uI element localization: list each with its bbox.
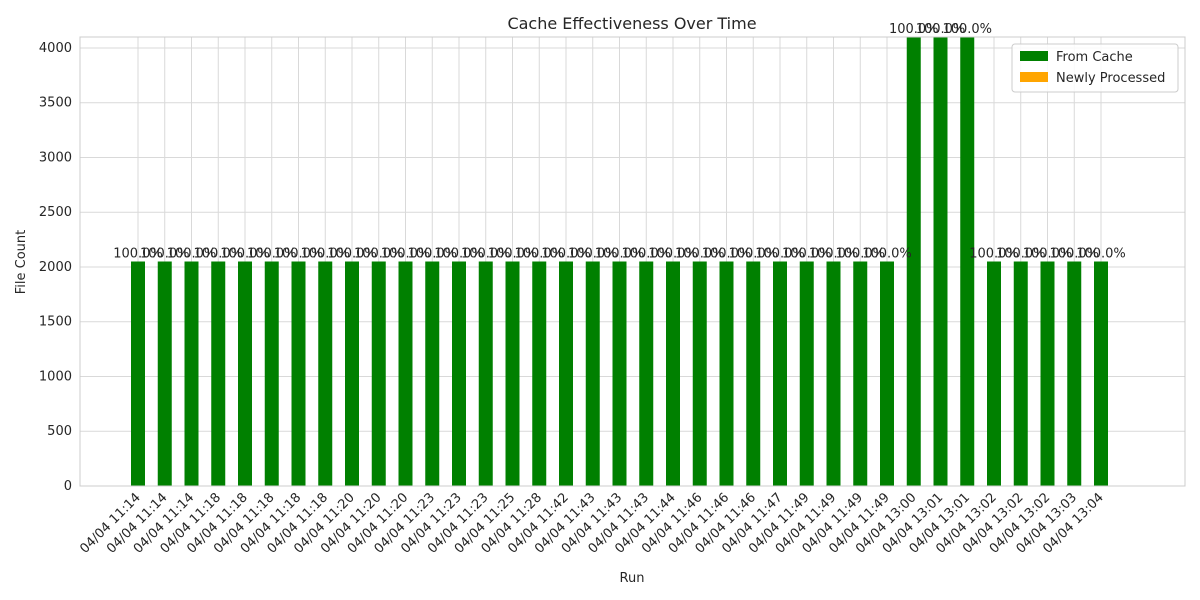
bar-data-label: 100.0% (595, 247, 645, 262)
x-axis-label: Run (620, 571, 645, 586)
bar-from-cache (291, 261, 306, 486)
bar-from-cache (719, 261, 734, 486)
bar-from-cache (131, 261, 145, 486)
bar-from-cache (425, 261, 440, 486)
bar-data-label: 100.0% (488, 247, 538, 262)
y-tick-label: 0 (64, 479, 72, 494)
bar-from-cache (1094, 261, 1108, 486)
bar-data-label: 100.0% (809, 247, 859, 262)
bar-data-label: 100.0% (407, 247, 457, 262)
y-tick-label: 2000 (39, 260, 72, 275)
bar-data-label: 100.0% (1023, 247, 1073, 262)
bar-from-cache (746, 261, 761, 486)
bar-data-label: 100.0% (247, 247, 297, 262)
bar-from-cache (238, 261, 252, 486)
bar-from-cache (773, 261, 787, 486)
legend-swatch-from-cache (1020, 51, 1048, 61)
plot-frame (79, 36, 1186, 487)
bar-from-cache (264, 261, 279, 486)
bar-from-cache (639, 261, 654, 486)
bar-data-label: 100.0% (327, 247, 377, 262)
y-tick-label: 1000 (39, 369, 72, 384)
bar-data-label: 100.0% (916, 22, 966, 37)
bar-from-cache (692, 261, 707, 486)
legend-box (1011, 43, 1179, 93)
bar-data-label: 100.0% (193, 247, 243, 262)
bar-from-cache (211, 261, 226, 486)
bar-data-label: 100.0% (300, 247, 350, 262)
bar-from-cache (987, 261, 1001, 486)
bar-from-cache (478, 261, 493, 486)
legend-label-newly-processed: Newly Processed (1056, 71, 1165, 86)
bar-from-cache (398, 261, 413, 486)
legend: From Cache Newly Processed (1011, 43, 1179, 93)
bar-from-cache (826, 261, 841, 486)
y-tick-label: 500 (47, 424, 72, 439)
bar-from-cache (880, 261, 894, 486)
legend-swatch-newly-processed (1020, 72, 1048, 82)
y-axis-ticks: 0 500 1000 1500 2000 2500 3000 3500 4000 (39, 41, 72, 494)
bar-from-cache (933, 37, 948, 486)
bar-from-cache (799, 261, 814, 486)
y-axis-label: File Count (14, 230, 29, 295)
bar-data-label: 100.0% (354, 247, 404, 262)
bar-from-cache (960, 37, 975, 486)
bar-data-label: 100.0% (541, 247, 591, 262)
bar-data-label: 100.0% (167, 247, 217, 262)
bar-from-cache (853, 261, 868, 486)
bar-data-label: 100.0% (1049, 247, 1099, 262)
bar-data-label: 100.0% (728, 247, 778, 262)
y-tick-label: 2500 (39, 205, 72, 220)
bar-from-cache (157, 261, 172, 486)
bar-from-cache (612, 261, 627, 486)
bar-data-label: 100.0% (1076, 247, 1126, 262)
bar-data-label: 100.0% (381, 247, 431, 262)
bar-from-cache (532, 261, 547, 486)
bars-layer (131, 37, 1108, 486)
bar-data-label: 100.0% (675, 247, 725, 262)
bar-data-label: 100.0% (969, 247, 1019, 262)
bar-from-cache (318, 261, 333, 486)
bar-from-cache (371, 261, 386, 486)
bar-data-label: 100.0% (996, 247, 1046, 262)
bar-data-label: 100.0% (434, 247, 484, 262)
chart-title: Cache Effectiveness Over Time (507, 14, 756, 33)
bar-from-cache (1040, 261, 1055, 486)
bar-data-label: 100.0% (274, 247, 324, 262)
bar-data-label: 100.0% (113, 247, 163, 262)
legend-label-from-cache: From Cache (1056, 50, 1133, 65)
y-tick-label: 3000 (39, 150, 72, 165)
bar-data-label: 100.0% (621, 247, 671, 262)
bar-labels-layer: 100.0%100.0%100.0%100.0%100.0%100.0%100.… (113, 22, 1126, 262)
bar-data-label: 100.0% (889, 22, 939, 37)
bar-data-label: 100.0% (514, 247, 564, 262)
y-tick-label: 4000 (39, 41, 72, 56)
bar-data-label: 100.0% (461, 247, 511, 262)
bar-from-cache (505, 261, 520, 486)
bar-from-cache (666, 261, 680, 486)
bar-data-label: 100.0% (755, 247, 805, 262)
bar-data-label: 100.0% (220, 247, 270, 262)
bar-data-label: 100.0% (648, 247, 698, 262)
bar-from-cache (184, 261, 199, 486)
bar-data-label: 100.0% (942, 22, 992, 37)
bar-data-label: 100.0% (140, 247, 190, 262)
bar-from-cache (1067, 261, 1082, 486)
bar-from-cache (1013, 261, 1028, 486)
bar-from-cache (585, 261, 600, 486)
bar-from-cache (452, 261, 466, 486)
bar-from-cache (906, 37, 921, 486)
y-tick-label: 1500 (39, 315, 72, 330)
y-tick-label: 3500 (39, 96, 72, 111)
bar-data-label: 100.0% (862, 247, 912, 262)
bar-from-cache (559, 261, 573, 486)
bar-data-label: 100.0% (702, 247, 752, 262)
bar-from-cache (345, 261, 359, 486)
bar-data-label: 100.0% (782, 247, 832, 262)
bar-data-label: 100.0% (835, 247, 885, 262)
bar-data-label: 100.0% (568, 247, 618, 262)
